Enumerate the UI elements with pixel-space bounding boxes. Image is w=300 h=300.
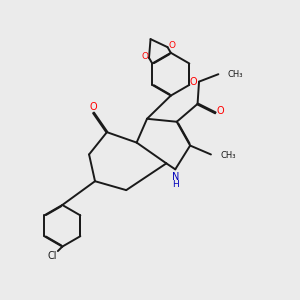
- Text: Cl: Cl: [48, 251, 57, 261]
- Text: CH₃: CH₃: [227, 70, 243, 79]
- Text: O: O: [190, 76, 197, 87]
- Text: O: O: [217, 106, 225, 116]
- Text: O: O: [168, 41, 175, 50]
- Text: CH₃: CH₃: [221, 152, 236, 160]
- Text: N: N: [172, 172, 179, 182]
- Text: O: O: [89, 103, 97, 112]
- Text: O: O: [142, 52, 148, 61]
- Text: H: H: [172, 180, 179, 189]
